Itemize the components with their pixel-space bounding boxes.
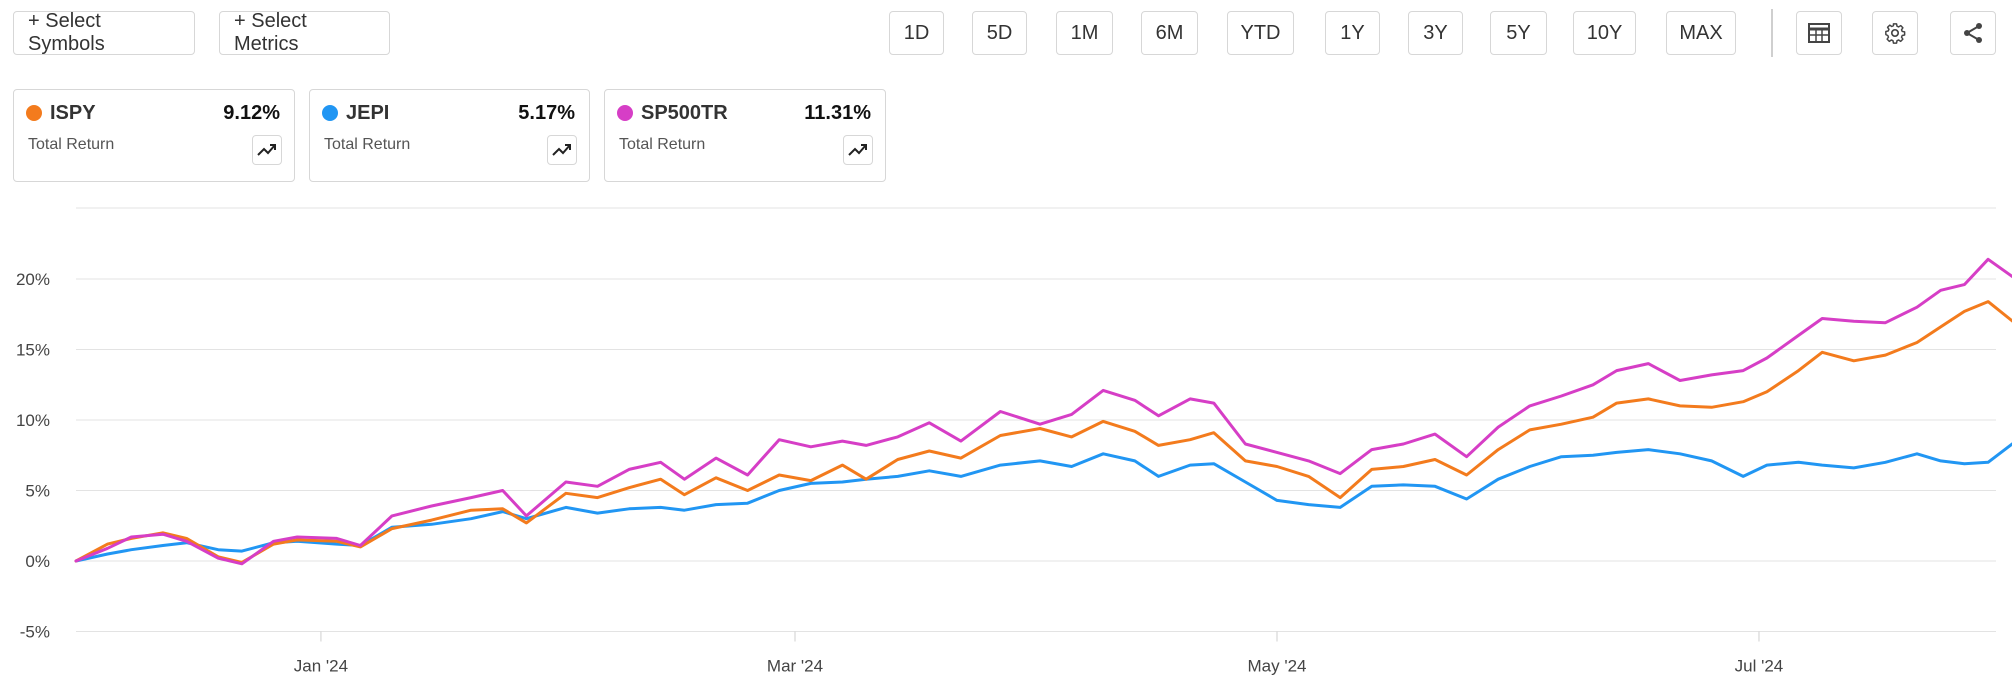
series-symbol: ISPY xyxy=(50,102,96,124)
y-tick-label: 15% xyxy=(16,341,50,360)
series-return-value: 9.12% xyxy=(223,102,280,124)
trending-up-icon xyxy=(552,144,571,156)
series-metric-label: Total Return xyxy=(619,136,706,153)
y-tick-label: 10% xyxy=(16,411,50,430)
trending-up-icon xyxy=(848,144,867,156)
series-symbol: SP500TR xyxy=(641,102,728,124)
table-view-button[interactable] xyxy=(1796,11,1842,55)
series-line-ispy xyxy=(74,300,2012,564)
x-tick-label: Jul '24 xyxy=(1735,657,1784,676)
select-metrics-button[interactable]: + Select Metrics xyxy=(219,10,390,55)
series-line-jepi xyxy=(74,442,2012,563)
trending-up-icon xyxy=(257,144,276,156)
range-3y-button[interactable]: 3Y xyxy=(1408,11,1463,55)
range-10y-button[interactable]: 10Y xyxy=(1573,11,1636,55)
series-metric-label: Total Return xyxy=(28,136,115,153)
range-1m-button[interactable]: 1M xyxy=(1056,11,1113,55)
series-card-jepi[interactable]: JEPI 5.17% Total Return xyxy=(309,89,590,182)
trend-chart-button[interactable] xyxy=(843,135,873,165)
y-tick-label: 5% xyxy=(25,482,50,501)
share-icon xyxy=(1964,23,1982,43)
y-tick-label: 0% xyxy=(25,552,50,571)
x-tick-label: Jan '24 xyxy=(294,657,348,676)
range-1y-button[interactable]: 1Y xyxy=(1325,11,1380,55)
toolbar-divider xyxy=(1771,9,1773,57)
trend-chart-button[interactable] xyxy=(252,135,282,165)
series-color-dot xyxy=(322,105,338,121)
share-button[interactable] xyxy=(1950,11,1996,55)
gear-icon xyxy=(1885,23,1906,44)
series-line-sp500tr xyxy=(74,257,2012,566)
trend-chart-button[interactable] xyxy=(547,135,577,165)
y-tick-label: 20% xyxy=(16,270,50,289)
settings-button[interactable] xyxy=(1872,11,1918,55)
series-card-sp500tr[interactable]: SP500TR 11.31% Total Return xyxy=(604,89,886,182)
x-tick-label: May '24 xyxy=(1247,657,1306,676)
series-metric-label: Total Return xyxy=(324,136,411,153)
series-color-dot xyxy=(26,105,42,121)
x-tick-label: Mar '24 xyxy=(767,657,823,676)
series-card-ispy[interactable]: ISPY 9.12% Total Return xyxy=(13,89,295,182)
range-5d-button[interactable]: 5D xyxy=(972,11,1027,55)
range-5y-button[interactable]: 5Y xyxy=(1490,11,1547,55)
range-6m-button[interactable]: 6M xyxy=(1141,11,1198,55)
range-ytd-button[interactable]: YTD xyxy=(1227,11,1294,55)
range-1d-button[interactable]: 1D xyxy=(889,11,944,55)
series-return-value: 5.17% xyxy=(518,102,575,124)
series-return-value: 11.31% xyxy=(804,102,871,124)
select-symbols-button[interactable]: + Select Symbols xyxy=(13,10,195,55)
y-tick-label: -5% xyxy=(20,623,50,642)
series-color-dot xyxy=(617,105,633,121)
range-max-button[interactable]: MAX xyxy=(1666,11,1736,55)
table-icon xyxy=(1808,23,1830,43)
series-symbol: JEPI xyxy=(346,102,390,124)
